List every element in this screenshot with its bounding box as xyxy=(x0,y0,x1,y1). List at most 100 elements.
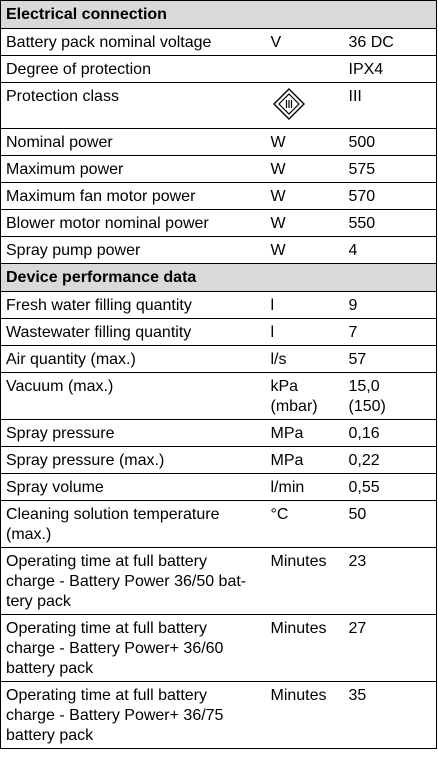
protection-class-iii-icon xyxy=(272,88,305,120)
value-cell: 23 xyxy=(348,547,438,615)
unit-cell: °C xyxy=(270,500,349,548)
table-row: Air quantity (max.) l/s 57 xyxy=(0,345,438,373)
table-row: Operating time at full battery charge - B… xyxy=(0,614,438,682)
value-cell-text: 36 DC xyxy=(348,34,394,51)
parameter-cell-text: Nominal power xyxy=(6,134,113,151)
value-cell-text: 4 xyxy=(348,242,358,259)
parameter-cell: Operating time at full battery charge - B… xyxy=(0,681,271,749)
table-row: Spray pressure MPa 0,16 xyxy=(0,419,438,447)
parameter-cell-text: Spray pump power xyxy=(6,242,141,259)
unit-cell-text: Minutes xyxy=(270,620,327,637)
table-row: Degree of protection IPX4 xyxy=(0,55,438,83)
unit-cell: W xyxy=(270,155,349,183)
table-row: Wastewater filling quantity l 7 xyxy=(0,318,438,346)
table-row: Nominal power W 500 xyxy=(0,128,438,156)
parameter-cell-text: Operating time at full battery charge - B… xyxy=(6,687,224,744)
parameter-cell-text: Cleaning solution temperature (max.) xyxy=(6,506,220,543)
value-cell: 36 DC xyxy=(348,28,438,56)
unit-cell-text: W xyxy=(270,161,286,178)
table-row: Maximum power W 575 xyxy=(0,155,438,183)
parameter-cell-text: Wastewater filling quantity xyxy=(6,324,192,341)
unit-cell-text: V xyxy=(270,34,282,51)
unit-cell-text: MPa xyxy=(270,452,304,469)
parameter-cell: Wastewater filling quantity xyxy=(0,318,271,346)
parameter-cell-text: Spray volume xyxy=(6,479,104,496)
value-cell: 0,55 xyxy=(348,473,438,501)
parameter-cell-text: Operating time at full battery charge - B… xyxy=(6,553,247,610)
parameter-cell: Cleaning solution temperature (max.) xyxy=(0,500,271,548)
value-cell: 570 xyxy=(348,182,438,210)
parameter-cell: Operating time at full battery charge - B… xyxy=(0,614,271,682)
value-cell: 57 xyxy=(348,345,438,373)
unit-cell-text: W xyxy=(270,215,286,232)
section-title: Device performance data xyxy=(0,263,438,292)
parameter-cell: Protection class xyxy=(0,82,271,129)
value-cell: 0,22 xyxy=(348,446,438,474)
parameter-cell: Operating time at full battery charge - B… xyxy=(0,547,271,615)
table-row: Spray pump power W 4 xyxy=(0,236,438,264)
parameter-cell: Spray pump power xyxy=(0,236,271,264)
value-cell-text: 0,55 xyxy=(348,479,380,496)
parameter-cell-text: Spray pressure xyxy=(6,425,115,442)
section-title: Electrical connection xyxy=(0,0,438,29)
unit-cell: Minutes xyxy=(270,547,349,615)
value-cell-text: 500 xyxy=(348,134,376,151)
parameter-cell: Spray pressure (max.) xyxy=(0,446,271,474)
unit-cell-text: W xyxy=(270,242,286,259)
unit-cell: V xyxy=(270,28,349,56)
unit-cell: l xyxy=(270,318,349,346)
value-cell: 0,16 xyxy=(348,419,438,447)
unit-cell-text: W xyxy=(270,188,286,205)
table-row: Maximum fan motor power W 570 xyxy=(0,182,438,210)
unit-cell-text: Minutes xyxy=(270,687,327,704)
unit-cell: l/min xyxy=(270,473,349,501)
parameter-cell: Spray volume xyxy=(0,473,271,501)
table-row: Spray pressure (max.) MPa 0,22 xyxy=(0,446,438,474)
table-row: Blower motor nominal power W 550 xyxy=(0,209,438,237)
parameter-cell: Fresh water filling quantity xyxy=(0,291,271,319)
section-header-device-performance-data: Device performance data xyxy=(0,263,438,292)
parameter-cell-text: Vacuum (max.) xyxy=(6,378,114,395)
value-cell-text: 27 xyxy=(348,620,367,637)
value-cell-text: 50 xyxy=(348,506,367,523)
value-cell-text: 35 xyxy=(348,687,367,704)
parameter-cell-text: Spray pressure (max.) xyxy=(6,452,165,469)
parameter-cell: Air quantity (max.) xyxy=(0,345,271,373)
value-cell-text: 0,22 xyxy=(348,452,380,469)
unit-cell-text: kPa (mbar) xyxy=(270,378,318,415)
unit-cell: W xyxy=(270,209,349,237)
unit-cell: W xyxy=(270,182,349,210)
parameter-cell-text: Degree of protection xyxy=(6,61,151,78)
unit-cell-text: °C xyxy=(270,506,289,523)
unit-cell: W xyxy=(270,128,349,156)
value-cell: 35 xyxy=(348,681,438,749)
value-cell-text: 575 xyxy=(348,161,376,178)
parameter-cell: Blower motor nominal power xyxy=(0,209,271,237)
value-cell: 50 xyxy=(348,500,438,548)
unit-cell: MPa xyxy=(270,446,349,474)
value-cell-text: 15,0 (150) xyxy=(348,378,386,415)
parameter-cell: Nominal power xyxy=(0,128,271,156)
unit-cell-text: Minutes xyxy=(270,553,327,570)
unit-cell: l/s xyxy=(270,345,349,373)
value-cell: 550 xyxy=(348,209,438,237)
unit-cell-text: W xyxy=(270,134,286,151)
parameter-cell: Vacuum (max.) xyxy=(0,372,271,420)
value-cell: IPX4 xyxy=(348,55,438,83)
value-cell-text: 9 xyxy=(348,297,358,314)
parameter-cell: Battery pack nominal voltage xyxy=(0,28,271,56)
parameter-cell: Spray pressure xyxy=(0,419,271,447)
parameter-cell: Maximum fan motor power xyxy=(0,182,271,210)
table-row: Vacuum (max.) kPa (mbar) 15,0 (150) xyxy=(0,372,438,420)
parameter-cell-text: Maximum fan motor power xyxy=(6,188,196,205)
value-cell: 500 xyxy=(348,128,438,156)
value-cell-text: 570 xyxy=(348,188,376,205)
parameter-cell-text: Battery pack nominal voltage xyxy=(6,34,212,51)
unit-cell-text: l/min xyxy=(270,479,305,496)
table-row: Fresh water filling quantity l 9 xyxy=(0,291,438,319)
value-cell-text: 0,16 xyxy=(348,425,380,442)
unit-cell-text: l xyxy=(270,324,275,341)
value-cell-text: III xyxy=(348,88,362,105)
parameter-cell: Maximum power xyxy=(0,155,271,183)
value-cell: 575 xyxy=(348,155,438,183)
